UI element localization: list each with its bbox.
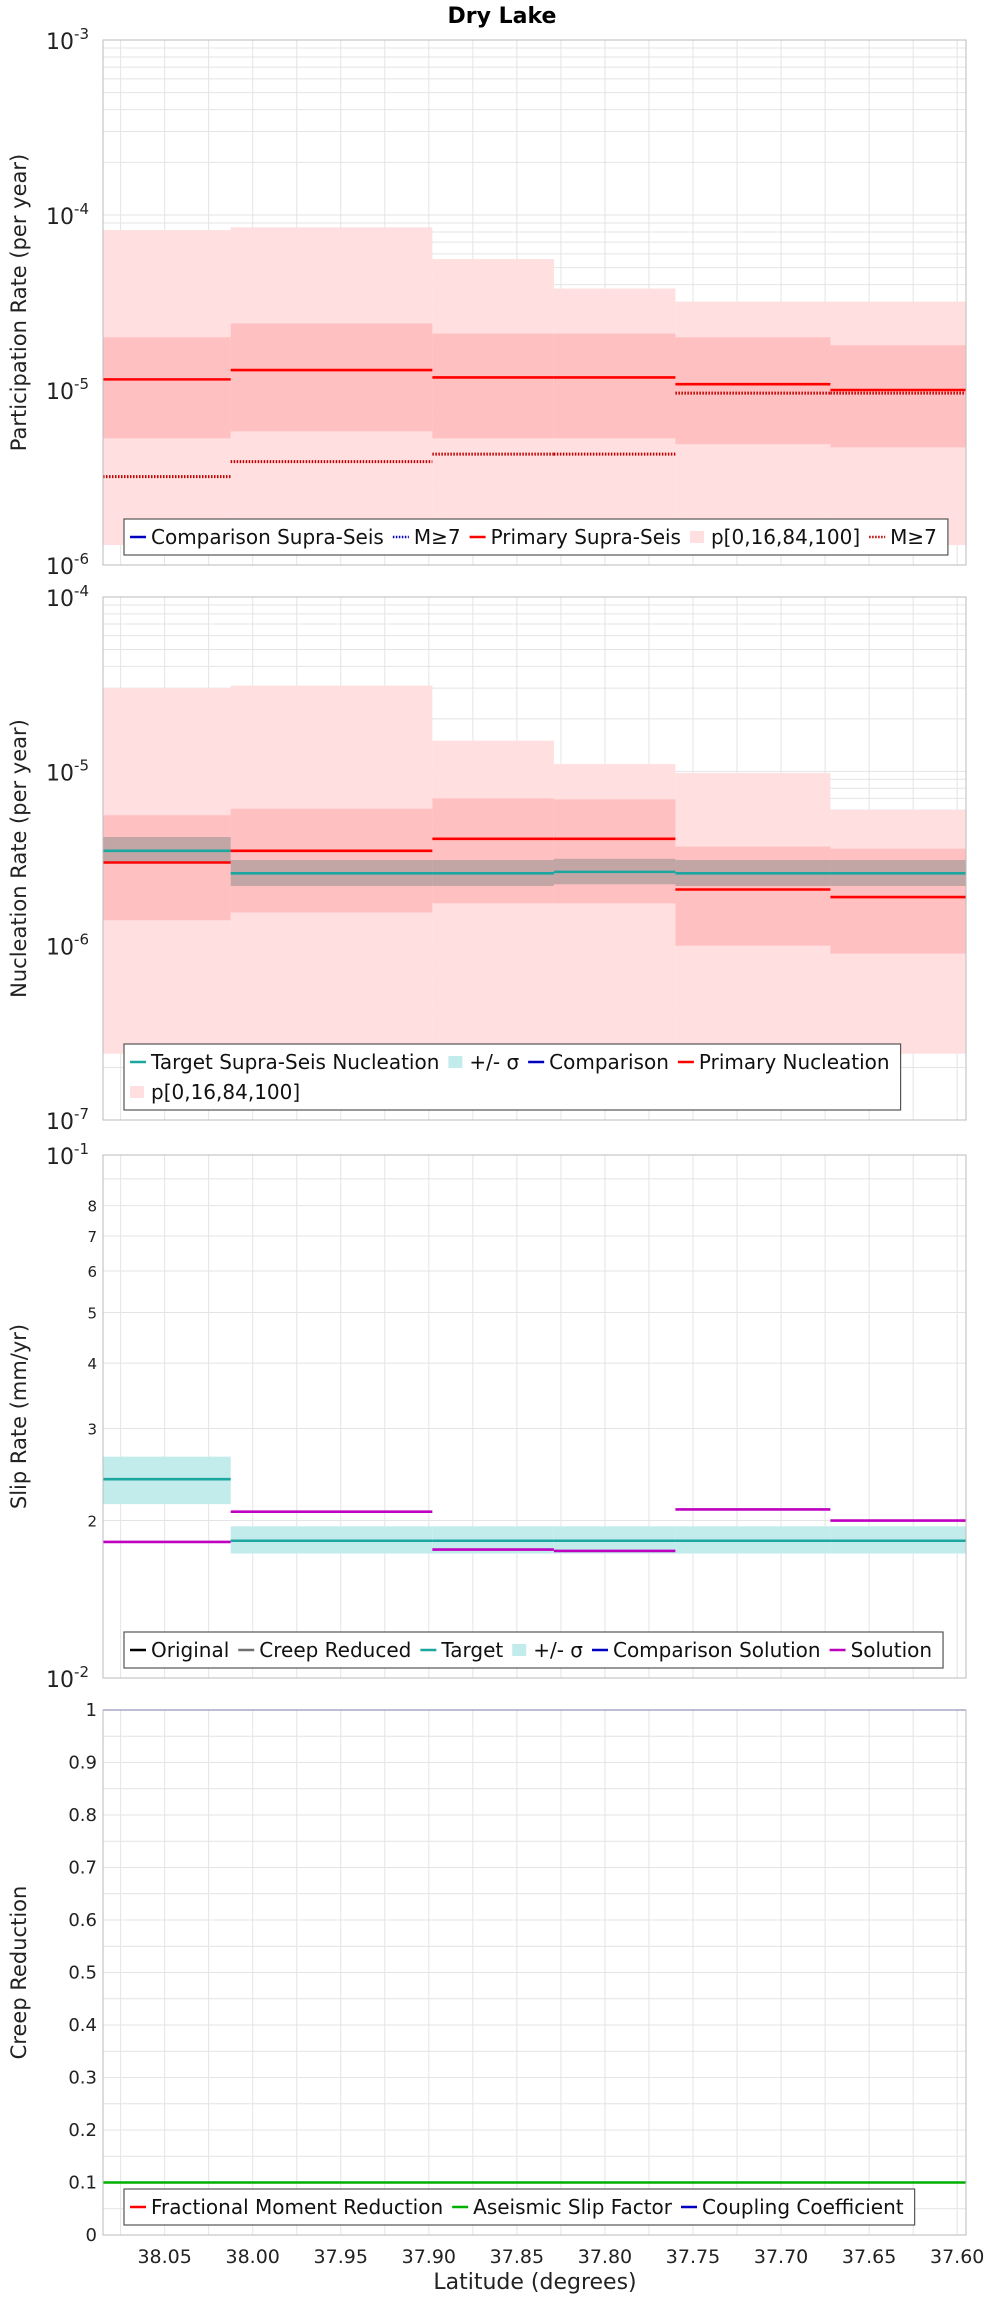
y-tick-label: 0.1 [68, 2173, 97, 2194]
chart-panel-3: 10-1 10-2 8 7 6 5 4 3 2 Slip Rate (mm/yr) Original… [7, 1140, 967, 1693]
chart-title: Dry Lake [448, 4, 557, 29]
legend-label: Primary Nucleation [699, 1050, 890, 1074]
legend-label: p[0,16,84,100] [151, 1080, 300, 1104]
y-tick-label: 0.6 [68, 1910, 97, 1931]
y-tick-label: 10-5 [46, 756, 89, 786]
plot-frame [102, 596, 967, 1121]
y-tick-label: 0.9 [68, 1753, 97, 1774]
band-rect [553, 799, 676, 904]
legend-label: +/- σ [533, 1638, 583, 1662]
legend-label: p[0,16,84,100] [711, 525, 860, 549]
x-tick-label: 37.85 [490, 2246, 544, 2268]
y-axis-label: Nucleation Rate (per year) [7, 719, 31, 998]
y-tick-label: 10-6 [46, 550, 89, 580]
legend-label: Creep Reduced [259, 1638, 411, 1662]
legend: Fractional Moment Reduction Aseismic Slip… [123, 2188, 916, 2226]
y-tick-label: 6 [87, 1263, 97, 1281]
y-tick-label: 10-7 [46, 1105, 89, 1135]
x-tick-label: 37.90 [402, 2246, 456, 2268]
band-rect [432, 333, 554, 439]
legend-label: Fractional Moment Reduction [151, 2195, 443, 2219]
band-rect [432, 798, 554, 904]
x-tick-label: 37.60 [930, 2246, 984, 2268]
y-tick-label: 10-4 [46, 582, 89, 612]
band-rect [830, 345, 966, 448]
legend-swatch [512, 1644, 527, 1656]
chart-panel-2: 10-4 10-5 10-6 10-7 Nucleation Rate (per yea… [7, 582, 967, 1135]
legend-box [123, 518, 949, 556]
plot-frame [102, 1709, 967, 2236]
y-axis-label: Slip Rate (mm/yr) [7, 1324, 31, 1509]
band-rect [103, 815, 231, 921]
legend-box [123, 2188, 916, 2226]
x-axis-label: Latitude (degrees) [433, 2270, 636, 2295]
y-tick-label: 7 [87, 1228, 97, 1246]
y-tick-label: 1 [86, 1700, 97, 1721]
y-axis-label: Participation Rate (per year) [7, 154, 31, 451]
legend: Comparison Supra-Seis M≥7 Primary Supra-Se… [123, 518, 949, 556]
legend-label: Coupling Coefficient [702, 2195, 904, 2219]
y-tick-label: 8 [87, 1198, 97, 1216]
plot-frame [102, 1154, 967, 1679]
y-tick-label: 0.4 [68, 2015, 97, 2036]
legend-swatch [448, 1056, 463, 1068]
band-rect [675, 337, 831, 445]
x-tick-label: 37.80 [578, 2246, 632, 2268]
legend-label: Comparison Supra-Seis [151, 525, 384, 549]
band-rect [230, 323, 433, 432]
x-tick-label: 37.75 [666, 2246, 720, 2268]
legend-label: Target Supra-Seis Nucleation [150, 1050, 439, 1074]
x-tick-label: 38.00 [226, 2246, 280, 2268]
x-tick-label: 38.05 [137, 2246, 191, 2268]
legend-label: Original [151, 1638, 229, 1662]
y-tick-label: 10-5 [46, 375, 89, 405]
y-tick-label: 10-4 [46, 200, 89, 230]
y-tick-label: 0.3 [68, 2068, 97, 2089]
y-tick-label: 10-1 [46, 1140, 89, 1170]
legend-label: Comparison [549, 1050, 669, 1074]
legend-swatch [130, 1086, 144, 1098]
legend: Target Supra-Seis Nucleation +/- σ Compari… [123, 1043, 902, 1111]
x-tick-label: 37.70 [754, 2246, 808, 2268]
y-tick-label: 4 [87, 1355, 97, 1373]
y-tick-label: 0 [86, 2225, 97, 2246]
chart-panel-1: 10-3 10-4 10-5 10-6 Participation Rate (per … [7, 25, 967, 580]
y-axis-label: Creep Reduction [7, 1886, 31, 2060]
y-tick-label: 0.5 [68, 1963, 97, 1984]
legend-label: Primary Supra-Seis [491, 525, 681, 549]
legend-label: +/- σ [469, 1050, 519, 1074]
x-tick-label: 37.65 [842, 2246, 896, 2268]
band-rect [553, 333, 676, 439]
y-tick-label: 10-2 [46, 1663, 89, 1693]
y-tick-label: 10-6 [46, 931, 89, 961]
y-tick-label: 3 [87, 1420, 97, 1438]
legend-label: M≥7 [890, 525, 937, 549]
legend-label: Comparison Solution [613, 1638, 821, 1662]
legend: Original Creep Reduced Target +/- σ Comparis… [123, 1631, 944, 1669]
y-tick-label: 5 [87, 1304, 97, 1322]
y-tick-label: 0.2 [68, 2120, 97, 2141]
legend-label: Solution [851, 1638, 932, 1662]
legend-box [123, 1631, 944, 1669]
chart-panel-4: 1 0.9 0.8 0.7 0.6 0.5 0.4 0.3 0.2 0.1 0 Creep Reduc… [7, 1700, 967, 2246]
legend-swatch [689, 531, 704, 543]
y-tick-label: 2 [87, 1513, 97, 1531]
x-tick-label: 37.95 [314, 2246, 368, 2268]
band-rect [103, 337, 231, 439]
y-tick-label: 10-3 [46, 25, 89, 55]
y-tick-label: 0.8 [68, 1805, 97, 1826]
plot-frame [102, 39, 967, 566]
legend-label: M≥7 [414, 525, 461, 549]
legend-label: Target [440, 1638, 503, 1662]
legend-label: Aseismic Slip Factor [473, 2195, 673, 2219]
y-tick-label: 0.7 [68, 1858, 97, 1879]
legend-box [123, 1043, 902, 1111]
